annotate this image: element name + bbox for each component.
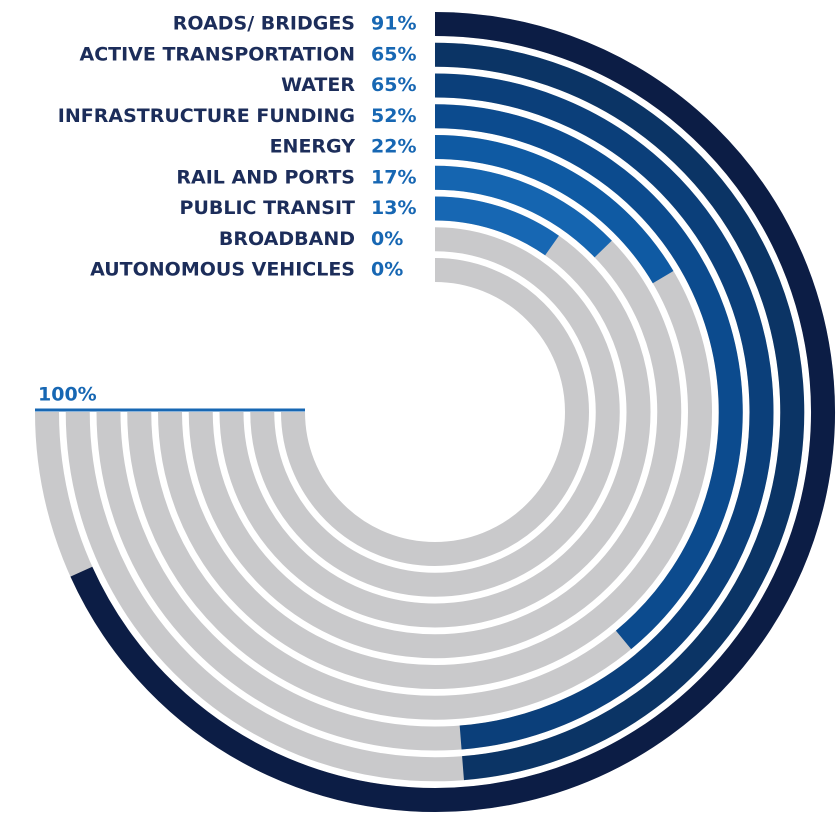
- category-label: ROADS/ BRIDGES: [173, 13, 355, 35]
- track: [219, 196, 651, 628]
- value-label: 52%: [371, 105, 416, 127]
- bar: [434, 165, 612, 258]
- bar: [434, 104, 743, 650]
- category-label: AUTONOMOUS VEHICLES: [90, 259, 355, 281]
- value-label: 13%: [371, 197, 416, 219]
- value-label: 17%: [371, 166, 416, 188]
- category-label: ENERGY: [270, 136, 356, 158]
- value-label: 22%: [371, 136, 416, 158]
- track: [281, 258, 589, 566]
- bar: [434, 42, 805, 781]
- category-label: INFRASTRUCTURE FUNDING: [58, 105, 355, 127]
- category-label: WATER: [281, 74, 355, 96]
- category-label: PUBLIC TRANSIT: [180, 197, 356, 219]
- value-label: 0%: [371, 259, 403, 281]
- value-label: 65%: [371, 43, 416, 65]
- annotation: 100%: [38, 384, 97, 406]
- bar: [434, 73, 774, 750]
- bar: [434, 196, 559, 256]
- category-label: RAIL AND PORTS: [176, 166, 355, 188]
- value-label: 65%: [371, 74, 416, 96]
- category-label: ACTIVE TRANSPORTATION: [79, 43, 355, 65]
- track: [250, 227, 620, 597]
- bar: [434, 135, 674, 284]
- value-label: 91%: [371, 13, 416, 35]
- category-label: BROADBAND: [219, 228, 355, 250]
- bar: [70, 12, 835, 812]
- value-label: 0%: [371, 228, 403, 250]
